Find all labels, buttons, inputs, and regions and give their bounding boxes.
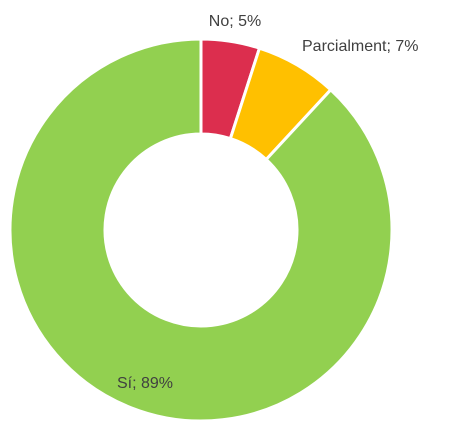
donut-slice	[8, 37, 394, 421]
data-label: Parcialment; 7%	[302, 38, 419, 55]
data-label: No; 5%	[209, 13, 261, 30]
data-label: Sí; 89%	[117, 375, 173, 392]
